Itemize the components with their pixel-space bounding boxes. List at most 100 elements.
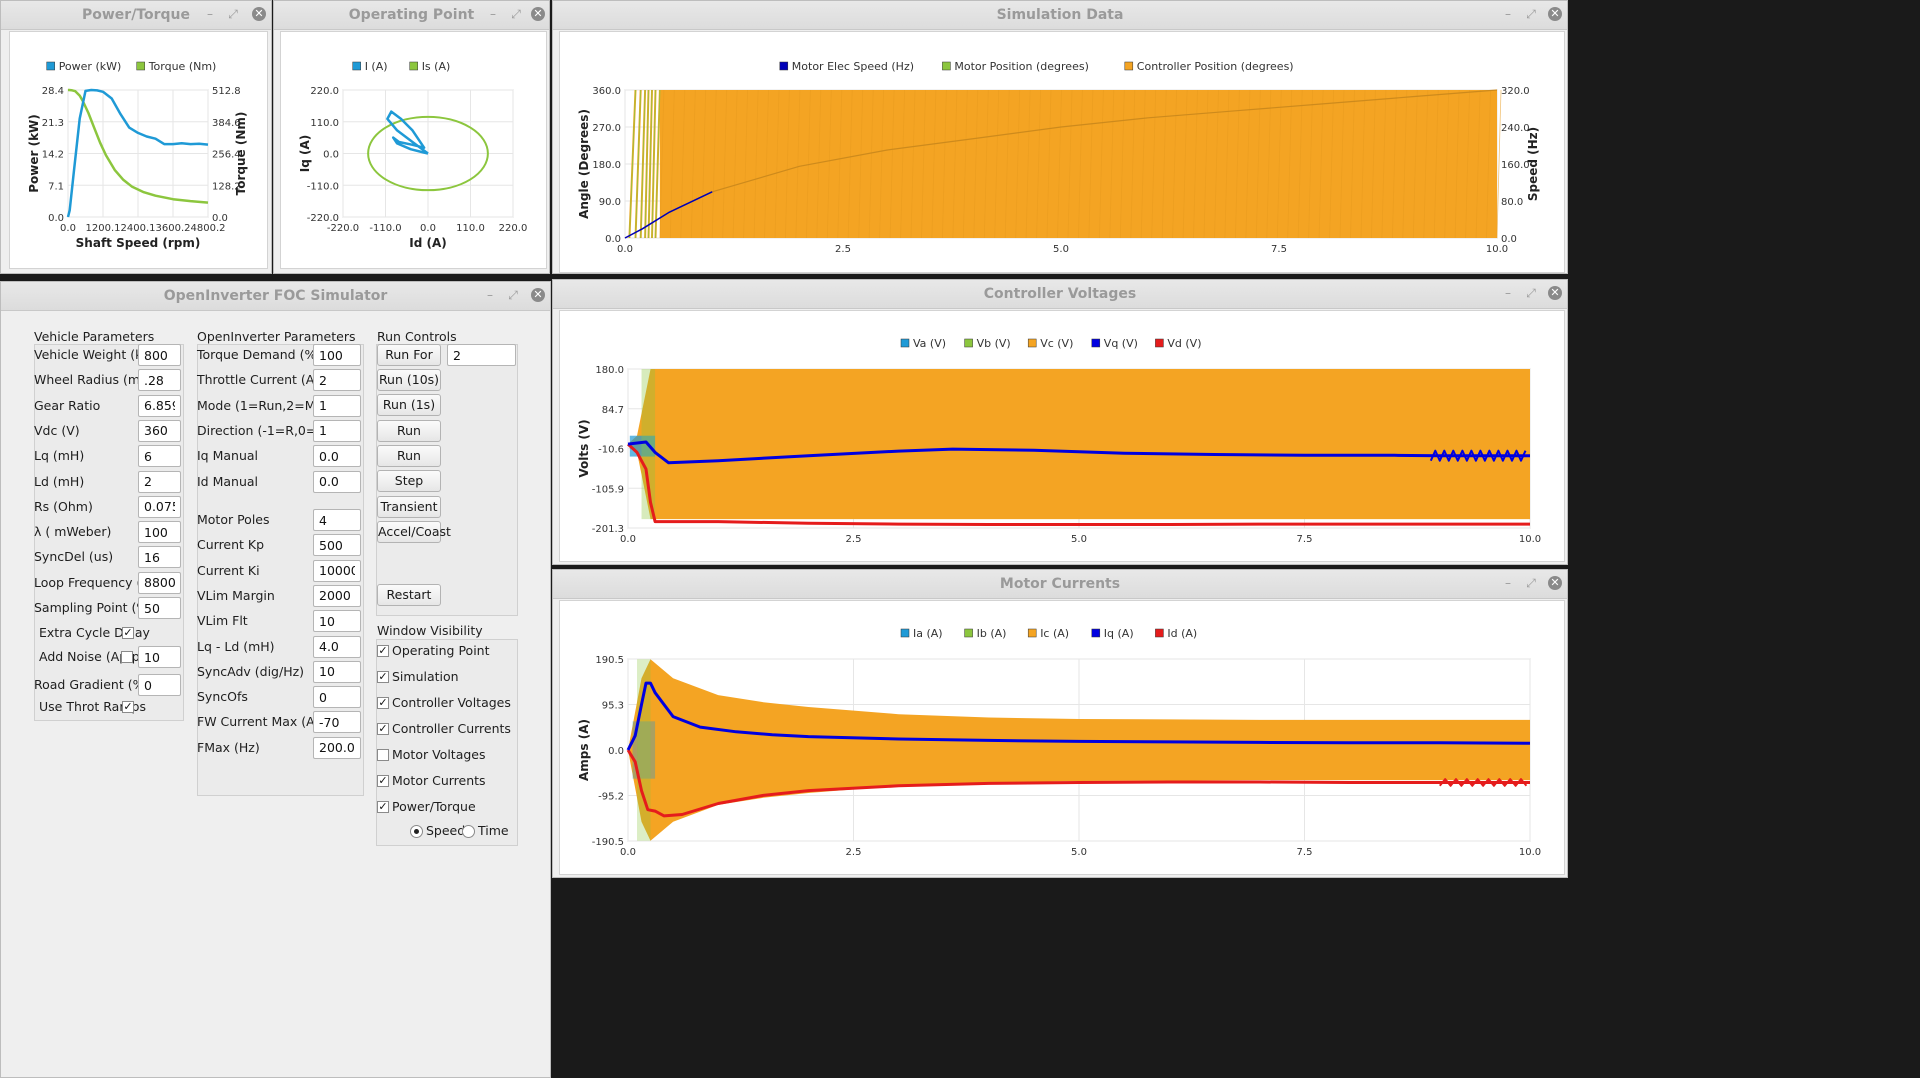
restore-icon[interactable]: ⤢ xyxy=(511,7,521,21)
add-noise-input[interactable] xyxy=(138,646,181,668)
y-tick-label: 0.0 xyxy=(323,150,339,161)
openinverter-field-input[interactable] xyxy=(313,635,361,658)
openinverter-field-input[interactable] xyxy=(313,559,361,582)
extra-cycle-delay-checkbox[interactable]: ✓ xyxy=(122,626,134,639)
y-tick-label: -105.9 xyxy=(592,484,624,495)
visibility-checkbox[interactable]: ✓ xyxy=(377,800,389,813)
minimize-icon[interactable]: – xyxy=(1505,286,1511,300)
vehicle-field-input[interactable] xyxy=(138,495,181,518)
run-for-input[interactable] xyxy=(447,344,516,366)
y-tick-label: 14.2 xyxy=(42,150,64,161)
restore-icon[interactable]: ⤢ xyxy=(1526,286,1536,300)
y2-tick-label: 80.0 xyxy=(1501,197,1523,208)
openinverter-field-input[interactable] xyxy=(313,470,361,493)
run-button-step[interactable]: Step xyxy=(377,470,441,493)
vd-line xyxy=(626,442,1530,526)
vehicle-field-input[interactable] xyxy=(138,597,181,619)
close-icon[interactable]: ✕ xyxy=(1548,576,1562,590)
restart-button[interactable]: Restart xyxy=(377,584,441,606)
openinverter-field-input[interactable] xyxy=(313,686,361,709)
current-limit-circle xyxy=(367,115,489,192)
visibility-checkbox[interactable]: ✓ xyxy=(377,670,389,683)
vehicle-field-input[interactable] xyxy=(138,546,181,569)
restore-icon[interactable]: ⤢ xyxy=(1526,576,1536,590)
titlebar[interactable]: Operating Point – ⤢ ✕ xyxy=(274,1,549,30)
vehicle-field-input[interactable] xyxy=(138,419,181,442)
titlebar[interactable]: Simulation Data – ⤢ ✕ xyxy=(553,1,1567,30)
x-axis-mode-radio[interactable] xyxy=(462,825,475,838)
close-icon[interactable]: ✕ xyxy=(531,288,545,302)
visibility-label: Motor Currents xyxy=(392,773,486,788)
run-for-button[interactable]: Run For (s) xyxy=(377,344,441,382)
minimize-icon[interactable]: – xyxy=(1505,576,1511,590)
openinverter-field-input[interactable] xyxy=(313,584,361,607)
x-tick-label: 5.0 xyxy=(1071,847,1087,858)
openinverter-field-input[interactable] xyxy=(313,736,361,759)
run-button-accel-coast[interactable]: Accel/Coast xyxy=(377,520,451,543)
titlebar[interactable]: Power/Torque – ⤢ ✕ xyxy=(1,1,271,30)
close-icon[interactable]: ✕ xyxy=(252,7,266,21)
openinverter-field-input[interactable] xyxy=(313,509,361,531)
visibility-checkbox[interactable]: ✓ xyxy=(377,722,389,735)
visibility-checkbox[interactable] xyxy=(377,749,389,761)
openinverter-field-input[interactable] xyxy=(313,711,361,734)
run-button-transient[interactable]: Transient xyxy=(377,495,441,518)
road-gradient-label: Road Gradient (%) xyxy=(34,677,150,692)
close-icon[interactable]: ✕ xyxy=(1548,286,1562,300)
run-button-run-1s[interactable]: Run (1s) xyxy=(377,394,441,417)
titlebar[interactable]: Controller Voltages – ⤢ ✕ xyxy=(553,280,1567,309)
y2-tick-label: 240.0 xyxy=(1501,123,1530,134)
openinverter-field-input[interactable] xyxy=(313,660,361,683)
restore-icon[interactable]: ⤢ xyxy=(508,288,518,302)
minimize-icon[interactable]: – xyxy=(487,288,493,302)
y-tick-label: 110.0 xyxy=(310,118,339,129)
minimize-icon[interactable]: – xyxy=(490,7,496,21)
run-button-run-10s[interactable]: Run (10s) xyxy=(377,369,441,391)
close-icon[interactable]: ✕ xyxy=(531,7,545,21)
chart-panel: I (A) Is (A) -220.0 -110.0 0.0 110.0 220.0 -220… xyxy=(280,31,547,269)
openinverter-field-label: Motor Poles xyxy=(197,512,270,527)
y2-axis-label: Torque (Nm) xyxy=(234,112,248,196)
add-noise-label: Add Noise (Ap-p) xyxy=(39,649,145,664)
add-noise-checkbox[interactable] xyxy=(121,651,133,663)
road-gradient-input[interactable] xyxy=(138,674,181,696)
power-torque-chart: Power (kW) Torque (Nm) 0.0 1200.1 2400.1 3600… xyxy=(27,60,248,250)
run-button-run-10ms[interactable]: Run (10ms) xyxy=(377,444,441,483)
titlebar[interactable]: OpenInverter FOC Simulator – ⤢ ✕ xyxy=(1,282,550,311)
openinverter-field-input[interactable] xyxy=(313,369,361,392)
motor-currents-chart: Ia (A) Ib (A) Ic (A) Iq (A) Id (A) 0.0 2.5 5.0 7… xyxy=(577,627,1541,858)
y-tick-label: 0.0 xyxy=(605,234,621,245)
y-tick-label: -10.6 xyxy=(598,445,624,456)
id-oscillation xyxy=(1439,778,1528,787)
minimize-icon[interactable]: – xyxy=(207,7,213,21)
vehicle-field-input[interactable] xyxy=(138,571,181,594)
openinverter-field-input[interactable] xyxy=(313,419,361,442)
openinverter-field-input[interactable] xyxy=(313,610,361,633)
x-axis-mode-radio[interactable] xyxy=(410,825,423,838)
titlebar[interactable]: Motor Currents – ⤢ ✕ xyxy=(553,570,1567,599)
use-throt-ramps-checkbox[interactable]: ✓ xyxy=(122,700,134,713)
vehicle-field-input[interactable] xyxy=(138,470,181,493)
openinverter-field-input[interactable] xyxy=(313,445,361,468)
y-tick-label: 28.4 xyxy=(42,86,64,97)
run-button-run-100ms[interactable]: Run (100ms) xyxy=(377,419,441,458)
restore-icon[interactable]: ⤢ xyxy=(1526,7,1536,21)
close-icon[interactable]: ✕ xyxy=(1548,7,1562,21)
chart-panel: Power (kW) Torque (Nm) 0.0 1200.1 2400.1 3600… xyxy=(9,31,268,269)
restore-icon[interactable]: ⤢ xyxy=(228,7,238,21)
visibility-checkbox[interactable]: ✓ xyxy=(377,696,389,709)
openinverter-field-input[interactable] xyxy=(313,344,361,366)
openinverter-field-input[interactable] xyxy=(313,394,361,417)
vehicle-field-input[interactable] xyxy=(138,445,181,468)
visibility-checkbox[interactable]: ✓ xyxy=(377,644,389,657)
vehicle-field-input[interactable] xyxy=(138,394,181,417)
vehicle-field-label: Lq (mH) xyxy=(34,448,85,464)
vehicle-field-input[interactable] xyxy=(138,344,181,366)
visibility-checkbox[interactable]: ✓ xyxy=(377,774,389,787)
run-controls-heading: Run Controls xyxy=(377,329,457,344)
openinverter-field-input[interactable] xyxy=(313,534,361,557)
legend-entry: Vc (V) xyxy=(1040,337,1073,350)
vehicle-field-input[interactable] xyxy=(138,521,181,544)
minimize-icon[interactable]: – xyxy=(1505,7,1511,21)
vehicle-field-input[interactable] xyxy=(138,369,181,392)
